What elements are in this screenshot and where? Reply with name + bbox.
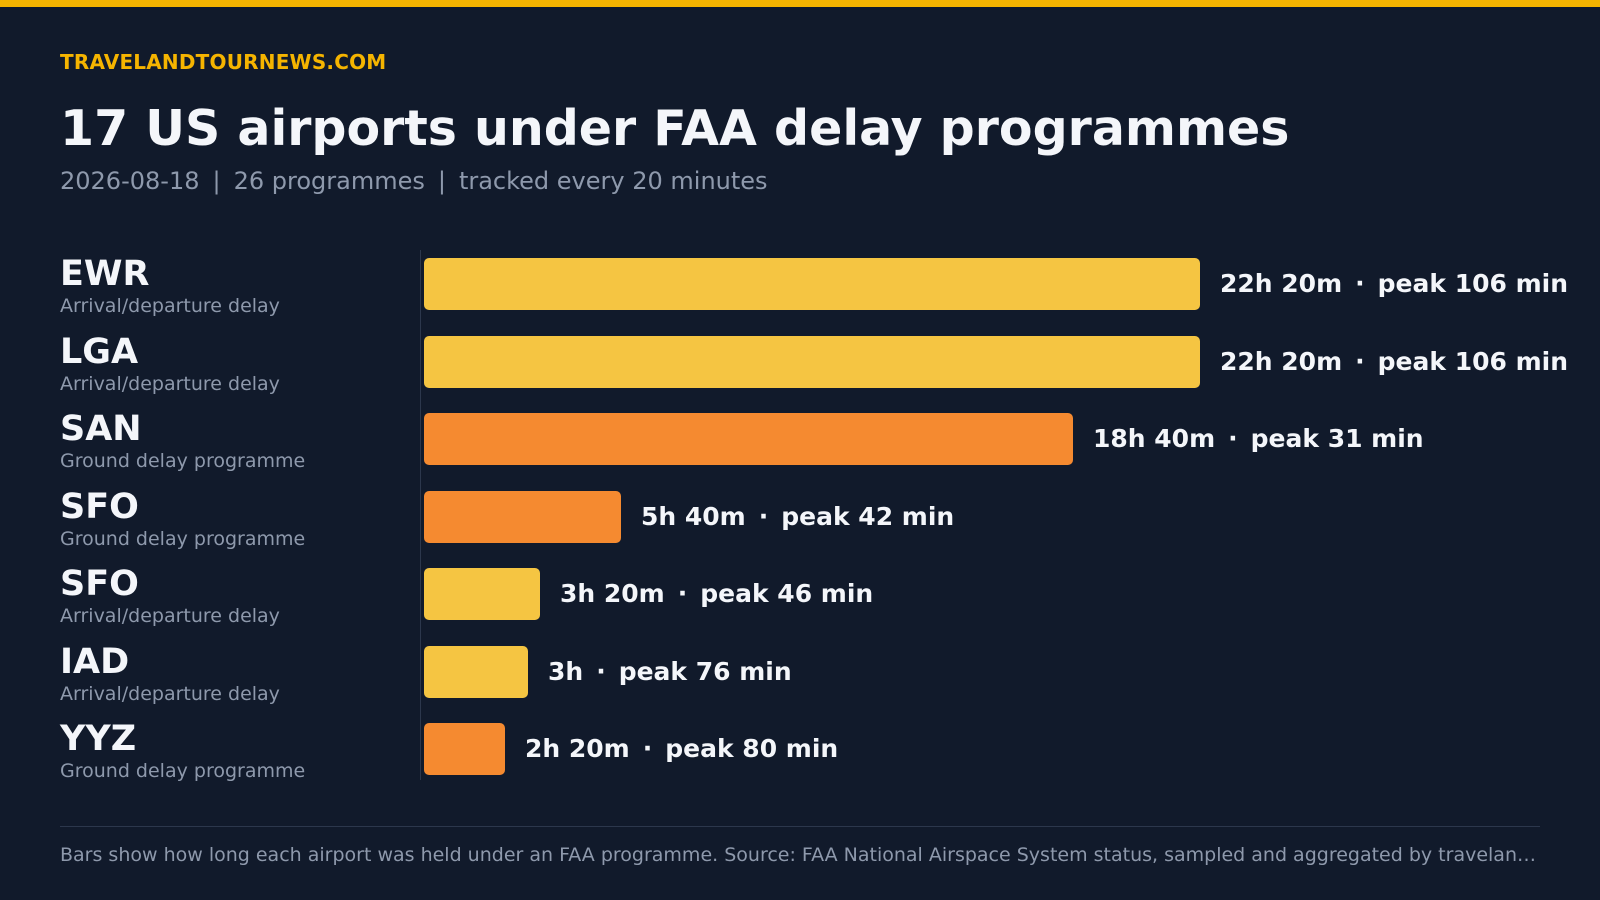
airport-code: IAD [60,641,130,682]
programme-type: Arrival/departure delay [60,372,280,395]
airport-code: EWR [60,254,150,294]
label-separator: · [642,734,653,763]
subtitle-date: 2026-08-18 [60,167,200,195]
peak-value: peak 106 min [1377,346,1568,376]
duration-bar [424,490,621,543]
peak-value: peak 31 min [1250,424,1424,453]
duration-value: 2h 20m [525,734,630,763]
chart-row: SFO Ground delay programme 5h 40m · peak 42 … [0,483,1600,553]
programme-type: Arrival/departure delay [60,605,280,627]
subtitle-programmes: 26 programmes [233,167,425,195]
programme-type: Ground delay programme [60,760,306,782]
programme-type: Arrival/departure delay [60,682,280,705]
chart-axis-line [420,250,421,780]
programme-type: Arrival/departure delay [60,295,280,317]
duration-value: 18h 40m [1093,424,1216,453]
bar-value-label: 2h 20m · peak 80 min [525,723,838,775]
chart-title: 17 US airports under FAA delay programme… [60,100,1290,157]
programme-type: Ground delay programme [60,527,306,550]
peak-value: peak 76 min [618,656,792,686]
footer-note: Bars show how long each airport was held… [60,844,1540,866]
duration-bar [424,723,505,775]
top-accent-bar [0,0,1600,7]
bar-value-label: 3h · peak 76 min [548,646,792,698]
duration-bar [424,258,1200,310]
airport-code: LGA [60,331,139,372]
label-separator: · [1228,424,1238,453]
label-separator: · [1355,346,1365,376]
chart-row: YYZ Ground delay programme 2h 20m · peak 80 … [0,715,1600,785]
duration-value: 22h 20m [1220,346,1343,376]
duration-value: 5h 40m [641,501,746,531]
peak-value: peak 46 min [700,579,874,608]
duration-bar [424,335,1200,388]
duration-value: 3h 20m [560,579,665,608]
duration-value: 22h 20m [1220,269,1343,298]
chart-row: IAD Arrival/departure delay 3h · peak 76 min [0,638,1600,708]
bar-value-label: 22h 20m · peak 106 min [1220,258,1568,310]
subtitle-frequency: tracked every 20 minutes [458,167,768,195]
brand-name: TRAVELANDTOURNEWS.COM [60,50,387,74]
airport-code: YYZ [60,719,137,759]
bar-value-label: 3h 20m · peak 46 min [560,568,873,620]
subtitle-separator: | [437,167,446,195]
bar-value-label: 22h 20m · peak 106 min [1220,336,1568,388]
duration-bar [424,645,528,698]
label-separator: · [758,501,769,531]
label-separator: · [677,579,688,608]
chart-row: LGA Arrival/departure delay 22h 20m · peak 1… [0,328,1600,398]
chart-row: SAN Ground delay programme 18h 40m · peak 31… [0,405,1600,475]
programme-type: Ground delay programme [60,450,306,472]
peak-value: peak 42 min [781,501,955,531]
chart-row: EWR Arrival/departure delay 22h 20m · peak 1… [0,250,1600,320]
bar-value-label: 18h 40m · peak 31 min [1093,413,1424,465]
peak-value: peak 106 min [1377,269,1568,298]
bar-value-label: 5h 40m · peak 42 min [641,491,954,543]
duration-bar [424,413,1073,465]
duration-value: 3h [548,656,584,686]
chart-subtitle: 2026-08-18 | 26 programmes | tracked every 2… [60,167,768,195]
airport-code: SAN [60,409,142,449]
chart-row: SFO Arrival/departure delay 3h 20m · peak 46… [0,560,1600,630]
label-separator: · [1355,269,1365,298]
subtitle-separator: | [212,167,221,195]
airport-code: SFO [60,486,139,527]
airport-code: SFO [60,564,139,604]
peak-value: peak 80 min [665,734,839,763]
duration-bar [424,568,540,620]
label-separator: · [596,656,606,686]
footer-divider [60,826,1540,827]
